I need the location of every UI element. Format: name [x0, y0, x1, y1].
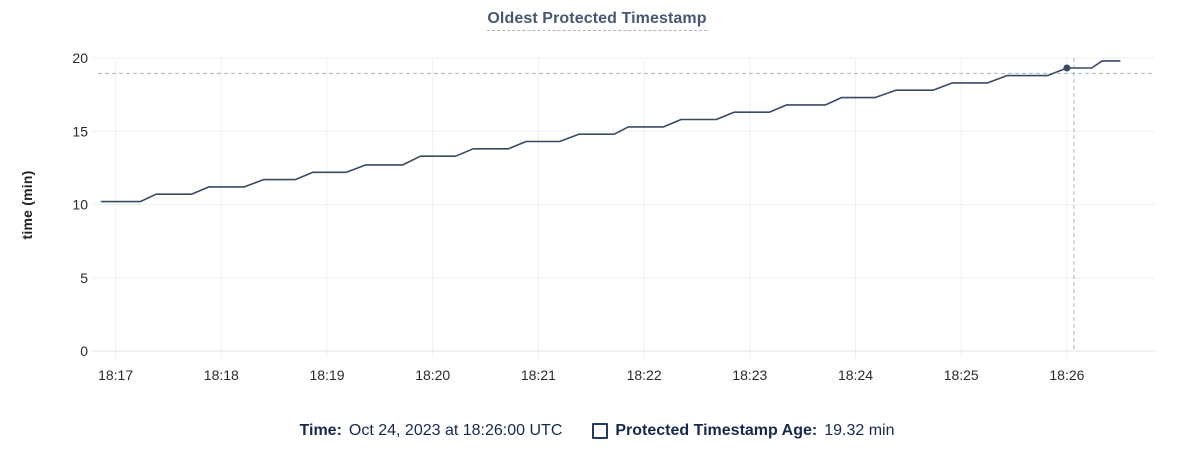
legend-series-label: Protected Timestamp Age: [615, 422, 818, 439]
y-tick-label: 10 [72, 197, 88, 213]
legend-time-group: Time: Oct 24, 2023 at 18:26:00 UTC [300, 422, 563, 440]
chart-title[interactable]: Oldest Protected Timestamp [487, 10, 707, 31]
y-tick-label: 0 [80, 343, 88, 359]
timeseries-chart-svg[interactable]: 18:17 18:18 18:19 18:20 18:21 18:22 18:23 18:24… [0, 0, 1194, 405]
x-tick-label: 18:21 [521, 367, 556, 383]
x-tick-label: 18:24 [838, 367, 873, 383]
x-tick-label: 18:18 [204, 367, 239, 383]
x-tick-label: 18:19 [309, 367, 344, 383]
chart-title-row: Oldest Protected Timestamp [0, 10, 1194, 31]
x-tick-label: 18:22 [627, 367, 662, 383]
y-tick-label: 5 [80, 270, 88, 286]
series-toggle-checkbox-icon[interactable] [592, 423, 609, 439]
x-tick-label: 18:25 [944, 367, 979, 383]
y-tick-label: 20 [72, 50, 88, 66]
x-tick-label: 18:26 [1049, 367, 1084, 383]
hover-point-dot [1063, 64, 1071, 72]
legend-time-label: Time: [299, 422, 342, 439]
chart-legend: Time: Oct 24, 2023 at 18:26:00 UTC Prote… [0, 422, 1194, 440]
y-axis-title: time (min) [19, 171, 35, 240]
x-tick-label: 18:20 [415, 367, 450, 383]
legend-time-value: Oct 24, 2023 at 18:26:00 UTC [348, 422, 563, 439]
x-tick-label: 18:23 [732, 367, 767, 383]
series-line [100, 60, 1121, 203]
x-tick-label: 18:17 [98, 367, 133, 383]
y-tick-label: 15 [72, 123, 88, 139]
legend-series-value: 19.32 min [824, 422, 895, 439]
legend-series-group[interactable]: Protected Timestamp Age: 19.32 min [592, 422, 894, 440]
